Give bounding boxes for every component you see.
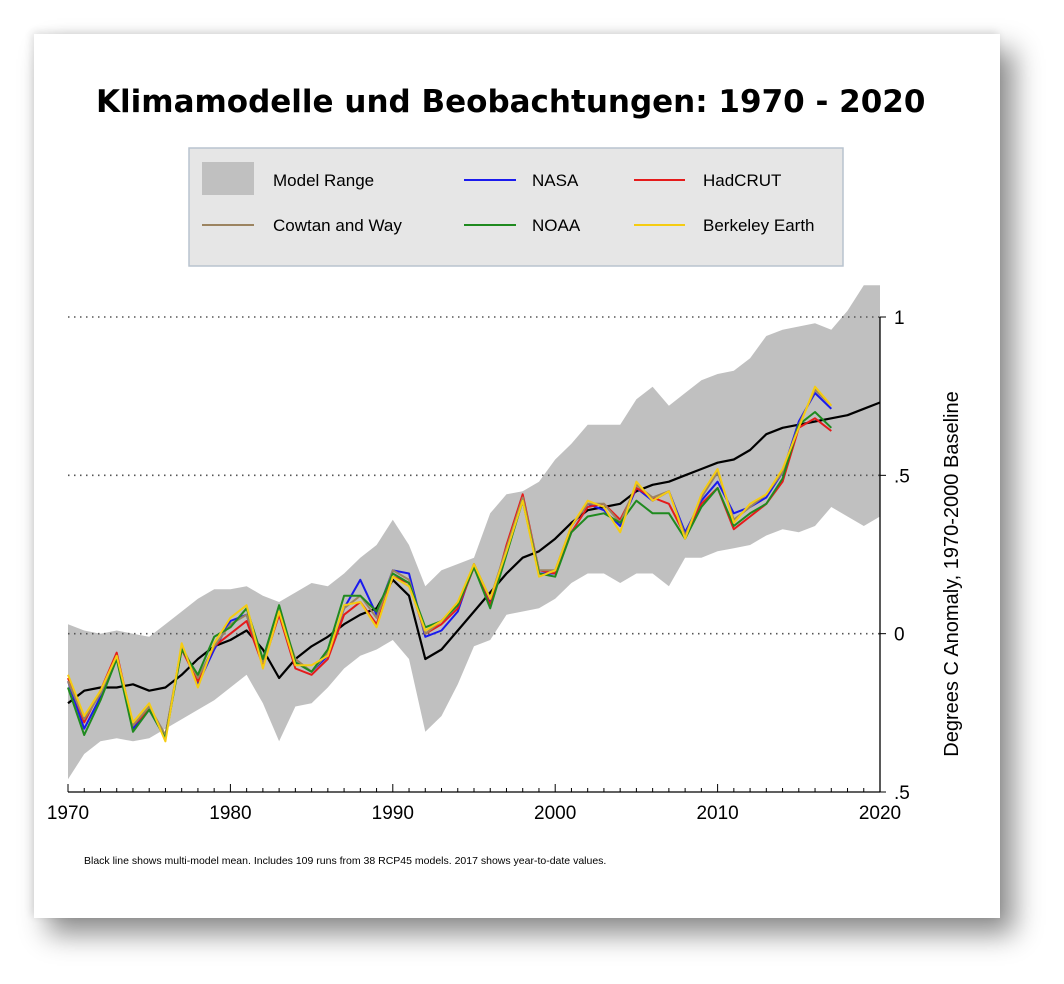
series-line-berkeley	[67, 385, 833, 743]
series-line-mean	[67, 401, 881, 705]
x-tick-label: 1990	[372, 803, 414, 824]
legend-swatch-model-range	[202, 162, 254, 195]
x-tick-label: 2000	[534, 803, 576, 824]
x-tick-label: 1970	[47, 803, 89, 824]
y-tick-label: 0	[894, 625, 905, 646]
model-range-band	[68, 285, 880, 780]
chart-title: Klimamodelle und Beobachtungen: 1970 - 2…	[96, 84, 925, 120]
footnote: Black line shows multi-model mean. Inclu…	[84, 855, 606, 867]
series-line-noaa	[67, 411, 832, 740]
legend-label-cowtan-and-way: Cowtan and Way	[273, 216, 402, 235]
legend-label-noaa: NOAA	[532, 216, 581, 235]
plot-area: 1970 1980 1990 2000 2010 2020.50.51	[47, 285, 910, 824]
y-tick-label: .5	[894, 783, 910, 804]
legend-label-hadcrut: HadCRUT	[703, 171, 781, 190]
chart-svg: Klimamodelle und Beobachtungen: 1970 - 2…	[47, 84, 963, 867]
x-tick-label: 2020	[859, 803, 901, 824]
legend-box	[188, 147, 844, 267]
y-tick-label: .5	[894, 466, 910, 487]
x-tick-label: 2010	[696, 803, 738, 824]
legend-label-berkeley-earth: Berkeley Earth	[703, 216, 815, 235]
legend-label-model-range: Model Range	[273, 171, 374, 190]
x-tick-label: 1980	[209, 803, 251, 824]
y-tick-label: 1	[894, 308, 905, 329]
chart-card: Klimamodelle und Beobachtungen: 1970 - 2…	[34, 34, 1000, 918]
legend-label-nasa: NASA	[532, 171, 579, 190]
series-line-hadcrut	[67, 417, 832, 736]
legend: Model Range NASA HadCRUT Cowtan and Way …	[188, 147, 844, 267]
y-axis-label: Degrees C Anomaly, 1970-2000 Baseline	[941, 391, 963, 756]
